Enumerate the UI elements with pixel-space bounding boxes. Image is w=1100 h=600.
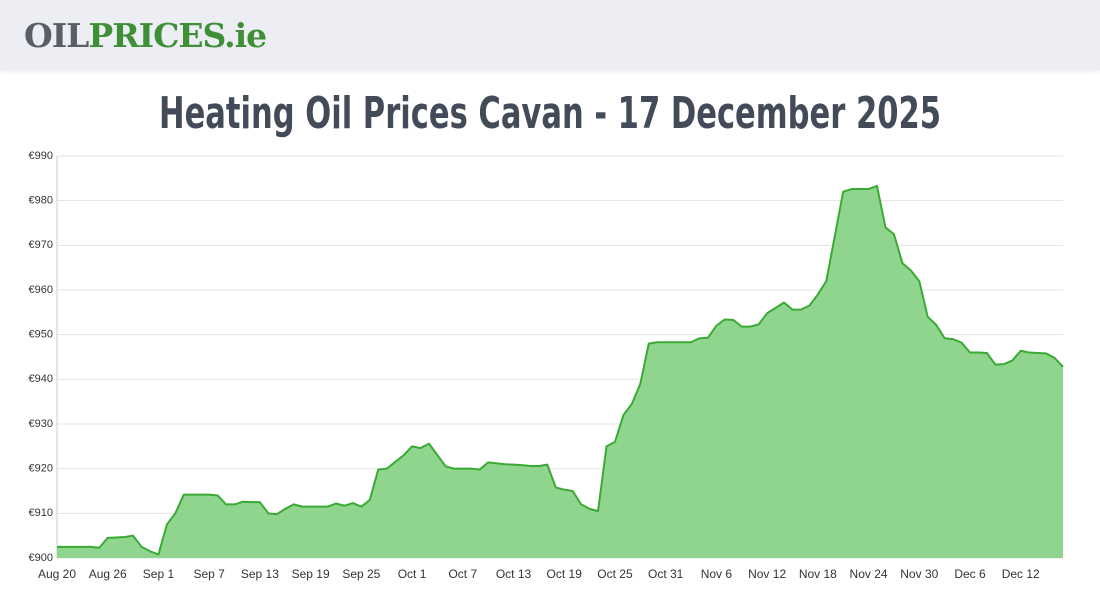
x-tick-label: Sep 19	[292, 567, 330, 581]
logo-part: .ie	[224, 16, 267, 55]
y-tick-label: €970	[29, 239, 53, 251]
x-tick-label: Sep 7	[193, 567, 225, 581]
x-tick-label: Dec 6	[954, 567, 986, 581]
area	[57, 185, 1063, 558]
x-tick-label: Oct 1	[398, 567, 427, 581]
y-tick-label: €960	[29, 284, 53, 296]
y-tick-label: €930	[29, 418, 53, 430]
x-tick-label: Nov 6	[701, 567, 733, 581]
x-tick-label: Oct 31	[648, 567, 684, 581]
x-tick-label: Nov 18	[799, 567, 837, 581]
chart-title: Heating Oil Prices Cavan - 17 December 2…	[159, 88, 941, 139]
chart: Heating Oil Prices Cavan - 17 December 2…	[29, 88, 1064, 581]
y-tick-label: €910	[29, 507, 53, 519]
y-tick-label: €950	[29, 329, 53, 341]
x-tick-label: Nov 30	[900, 567, 938, 581]
y-tick-label: €980	[29, 195, 53, 207]
logo-part: OIL	[24, 16, 89, 55]
x-tick-label: Oct 13	[496, 567, 532, 581]
x-tick-label: Oct 7	[448, 567, 477, 581]
x-tick-label: Aug 20	[38, 567, 76, 581]
x-tick-label: Nov 12	[748, 567, 786, 581]
y-tick-label: €920	[29, 463, 53, 475]
x-tick-label: Sep 13	[241, 567, 279, 581]
x-tick-label: Oct 25	[597, 567, 633, 581]
logo-part: PRICES	[88, 16, 225, 55]
y-tick-label: €990	[29, 150, 53, 162]
x-tick-label: Sep 1	[143, 567, 175, 581]
x-tick-label: Aug 26	[89, 567, 127, 581]
x-tick-label: Oct 19	[547, 567, 583, 581]
x-tick-label: Sep 25	[342, 567, 380, 581]
header: OILPRICES.ie	[0, 0, 1100, 70]
y-tick-label: €900	[29, 552, 53, 564]
logo[interactable]: OILPRICES.ie	[24, 16, 267, 55]
line	[57, 184, 1064, 556]
x-tick-label: Dec 12	[1002, 567, 1040, 581]
y-tick-label: €940	[29, 373, 53, 385]
x-tick-label: Nov 24	[850, 567, 888, 581]
